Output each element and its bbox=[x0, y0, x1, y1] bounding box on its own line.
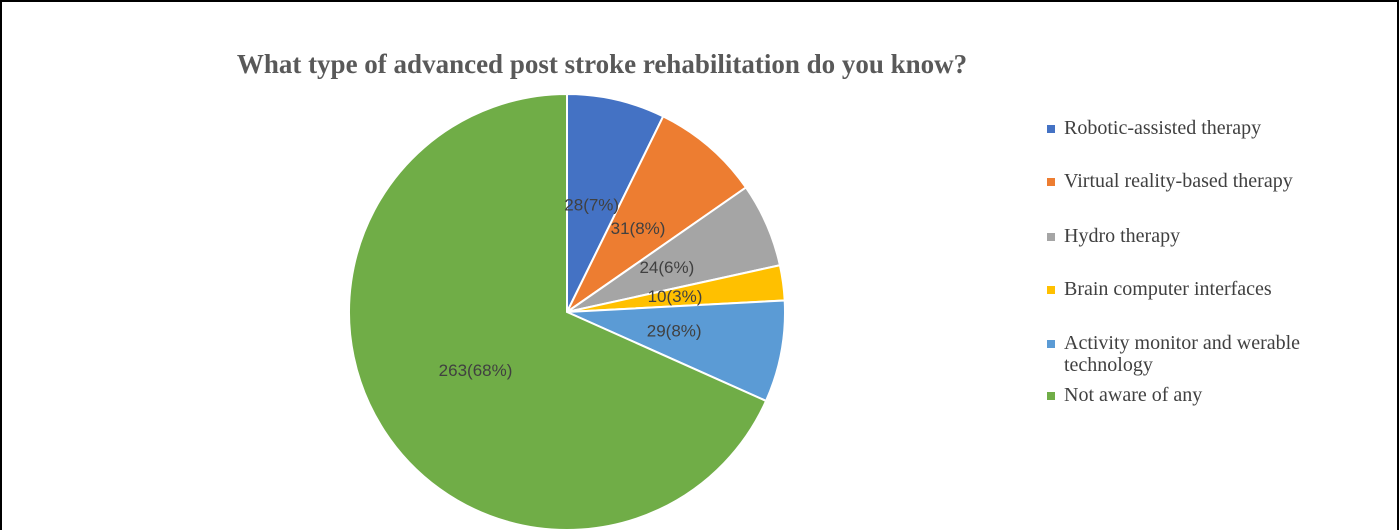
chart-title: What type of advanced post stroke rehabi… bbox=[237, 49, 967, 79]
legend-item: Robotic-assisted therapy bbox=[1047, 117, 1374, 139]
legend-swatch bbox=[1047, 286, 1055, 294]
legend-label: Robotic-assisted therapy bbox=[1064, 117, 1262, 139]
data-label: 263(68%) bbox=[439, 361, 513, 380]
legend-item: Virtual reality-based therapy bbox=[1047, 170, 1374, 192]
data-label: 29(8%) bbox=[647, 321, 702, 340]
legend-label: Hydro therapy bbox=[1064, 225, 1181, 247]
pie-slice bbox=[564, 115, 748, 316]
legend-label: Virtual reality-based therapy bbox=[1064, 170, 1293, 192]
data-label: 10(3%) bbox=[648, 287, 703, 306]
legend-swatch bbox=[1047, 233, 1055, 241]
legend-swatch bbox=[1047, 125, 1055, 133]
legend-label: Not aware of any bbox=[1064, 384, 1203, 406]
pie-slice bbox=[566, 299, 786, 403]
legend-swatch bbox=[1047, 340, 1055, 348]
legend-item: Brain computer interfaces bbox=[1047, 278, 1374, 300]
legend-label: Brain computer interfaces bbox=[1064, 278, 1272, 300]
legend-item: Activity monitor and werable technology bbox=[1047, 332, 1374, 376]
data-label: 28(7%) bbox=[564, 195, 619, 214]
data-label: 24(6%) bbox=[639, 258, 694, 277]
legend-label: Activity monitor and werable technology bbox=[1064, 332, 1301, 376]
legend-swatch bbox=[1047, 178, 1055, 186]
pie-slice bbox=[348, 92, 768, 530]
legend-item: Not aware of any bbox=[1047, 384, 1374, 406]
pie-slice bbox=[566, 92, 665, 313]
data-label: 31(8%) bbox=[611, 219, 666, 238]
legend-item: Hydro therapy bbox=[1047, 225, 1374, 247]
legend-swatch bbox=[1047, 392, 1055, 400]
